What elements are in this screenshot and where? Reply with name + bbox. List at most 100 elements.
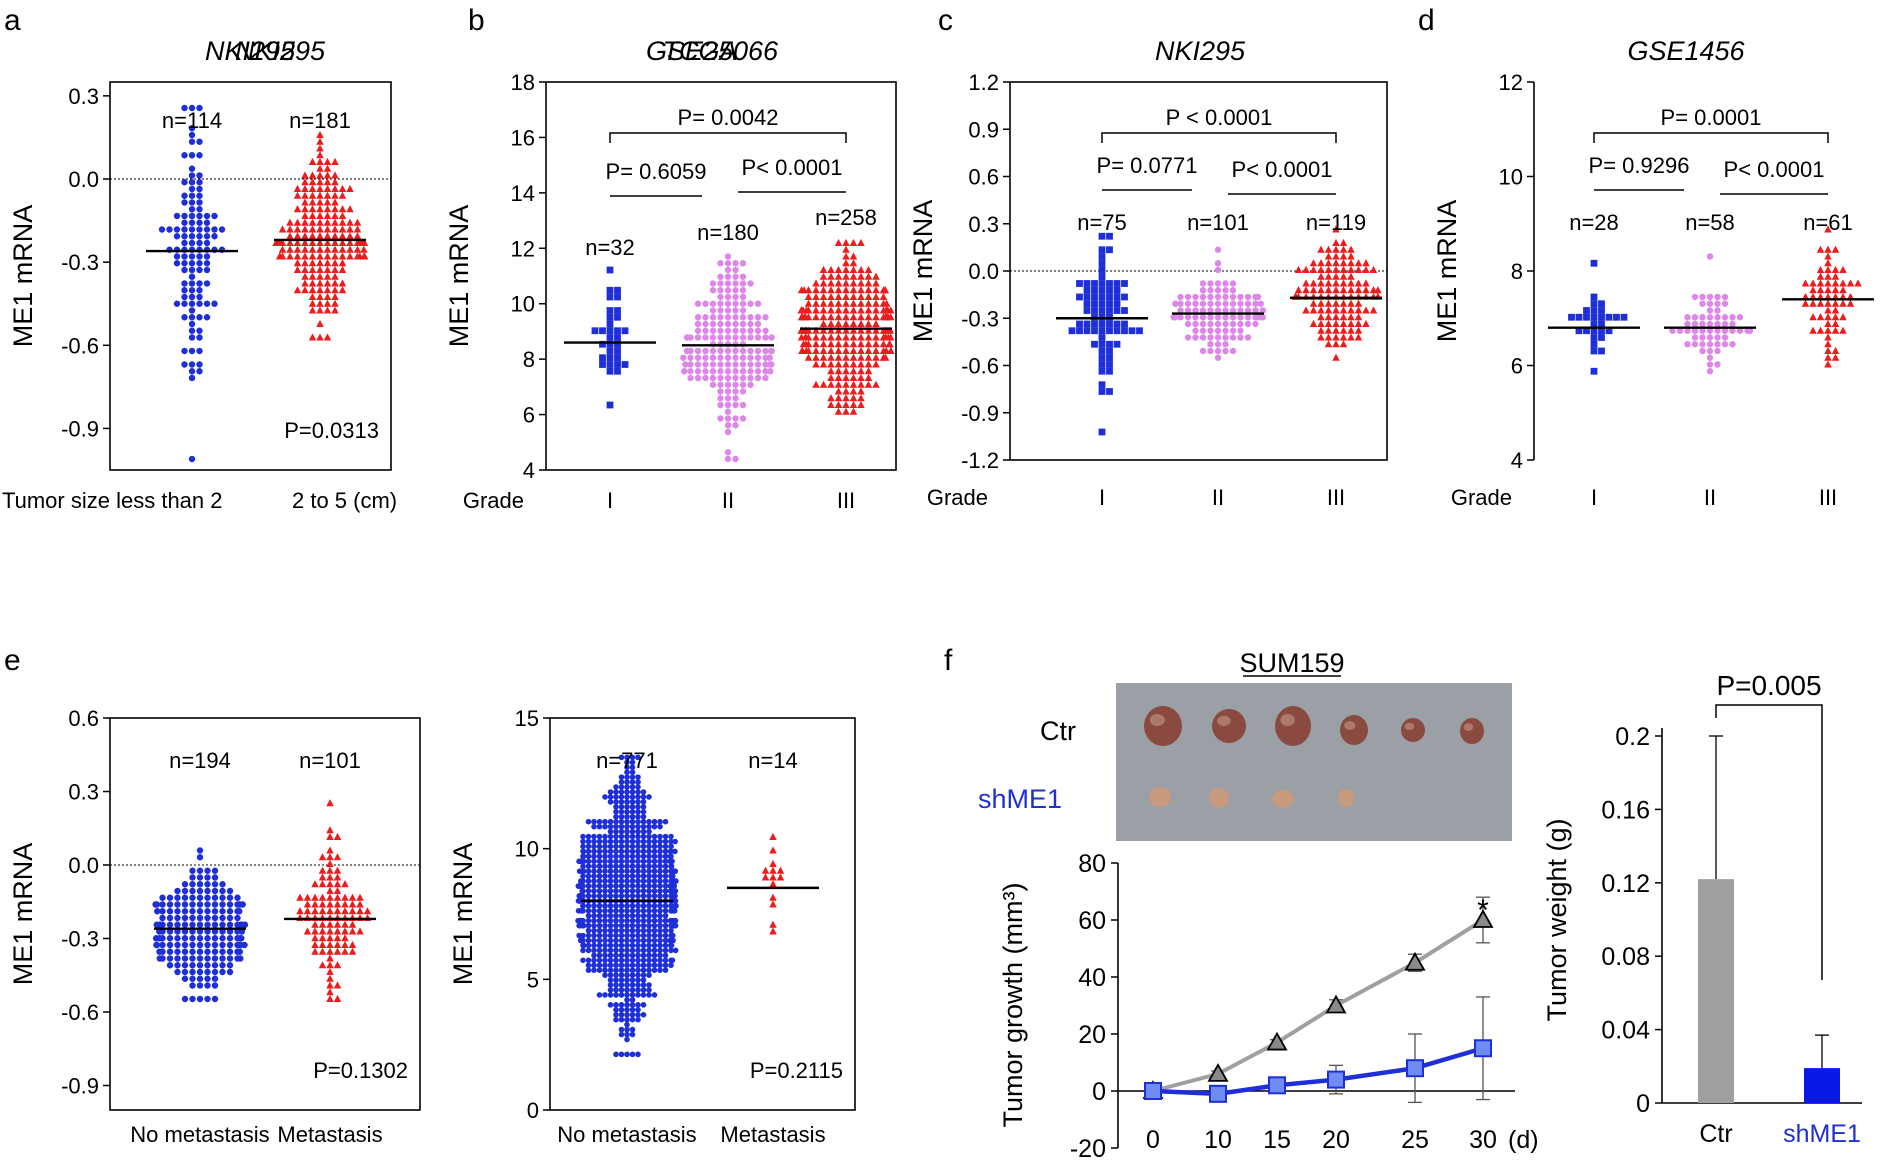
- data-point: [596, 952, 603, 959]
- data-point: [1347, 299, 1355, 307]
- data-point: [188, 138, 196, 145]
- data-point: [629, 784, 636, 790]
- data-point: [613, 942, 619, 949]
- data-point: [606, 307, 614, 314]
- x-unit-label: (d): [1508, 1126, 1539, 1154]
- data-point: [629, 982, 636, 988]
- data-point: [166, 935, 174, 942]
- x-tick-label: 20: [1322, 1126, 1350, 1154]
- y-tick-label: 5: [527, 967, 539, 992]
- data-point: [842, 306, 850, 314]
- data-point: [311, 927, 319, 935]
- data-point: [1266, 1031, 1288, 1051]
- data-point: [624, 888, 630, 894]
- data-point: [640, 962, 647, 969]
- y-tick-label: 80: [1078, 850, 1106, 878]
- data-point: [1706, 341, 1714, 348]
- data-point: [1714, 307, 1721, 314]
- data-point: [646, 912, 652, 919]
- data-point: [629, 774, 636, 780]
- data-point: [1831, 353, 1840, 361]
- data-point: [596, 858, 603, 865]
- data-point: [732, 381, 739, 388]
- data-point: [1598, 307, 1605, 314]
- data-point: [580, 833, 586, 840]
- data-point: [1309, 299, 1318, 307]
- data-point: [1347, 259, 1355, 267]
- data-point: [607, 799, 614, 805]
- data-point: [326, 799, 334, 807]
- data-point: [1098, 388, 1106, 395]
- data-point: [301, 245, 309, 253]
- data-point: [662, 912, 669, 919]
- data-point: [316, 151, 324, 159]
- data-point: [629, 942, 636, 949]
- series-line-shME1: [1152, 1046, 1484, 1097]
- data-point: [1824, 313, 1832, 321]
- data-point: [827, 346, 835, 355]
- data-point: [585, 903, 592, 909]
- data-point: [732, 455, 739, 463]
- data-point: [353, 232, 362, 240]
- data-point: [1083, 300, 1091, 308]
- data-point: [1317, 245, 1325, 253]
- data-point: [724, 408, 732, 415]
- data-point: [717, 293, 724, 301]
- data-point: [662, 883, 669, 889]
- data-point: [219, 881, 226, 888]
- data-point: [188, 368, 196, 375]
- data-point: [1184, 320, 1192, 328]
- data-point: [308, 245, 317, 253]
- data-point: [1106, 286, 1113, 294]
- tumor-shme1: [1272, 790, 1294, 808]
- data-point: [1714, 320, 1721, 328]
- data-point: [1106, 320, 1113, 328]
- data-point: [159, 914, 166, 922]
- data-point: [834, 340, 843, 348]
- data-point: [732, 327, 739, 334]
- data-point: [886, 333, 895, 341]
- y-tick-label: 60: [1078, 907, 1106, 935]
- data-point: [189, 874, 196, 881]
- data-point: [585, 848, 592, 855]
- data-point: [596, 922, 603, 929]
- data-point: [629, 794, 636, 800]
- data-point: [657, 908, 663, 914]
- data-point: [618, 774, 625, 780]
- data-point: [857, 353, 865, 361]
- data-point: [864, 319, 873, 328]
- data-point: [640, 878, 647, 884]
- data-point: [1098, 307, 1106, 314]
- data-point: [181, 293, 188, 301]
- data-point: [1362, 319, 1370, 328]
- data-point: [1317, 272, 1325, 280]
- data-point: [596, 823, 603, 830]
- data-point: [624, 769, 630, 775]
- data-point: [196, 921, 204, 928]
- data-point: [662, 853, 669, 860]
- data-point: [668, 942, 675, 949]
- data-point: [1091, 280, 1098, 287]
- data-point: [717, 361, 724, 368]
- data-point: [585, 883, 592, 889]
- data-point: [624, 873, 630, 879]
- data-point: [591, 917, 597, 924]
- data-point: [326, 920, 334, 928]
- data-point: [1309, 319, 1318, 328]
- data-point: [204, 914, 211, 922]
- data-point: [188, 347, 196, 355]
- data-point: [629, 873, 636, 879]
- data-point: [1324, 292, 1333, 301]
- data-point: [618, 873, 625, 879]
- data-point: [596, 888, 603, 894]
- data-point: [834, 373, 843, 382]
- data-point: [355, 238, 364, 247]
- x-category-label: III: [1327, 485, 1345, 510]
- data-point: [196, 368, 203, 375]
- data-point: [181, 948, 189, 955]
- data-point: [203, 260, 211, 267]
- data-point: [646, 982, 652, 988]
- data-point: [301, 279, 309, 287]
- data-point: [864, 279, 873, 287]
- data-point: [181, 212, 188, 220]
